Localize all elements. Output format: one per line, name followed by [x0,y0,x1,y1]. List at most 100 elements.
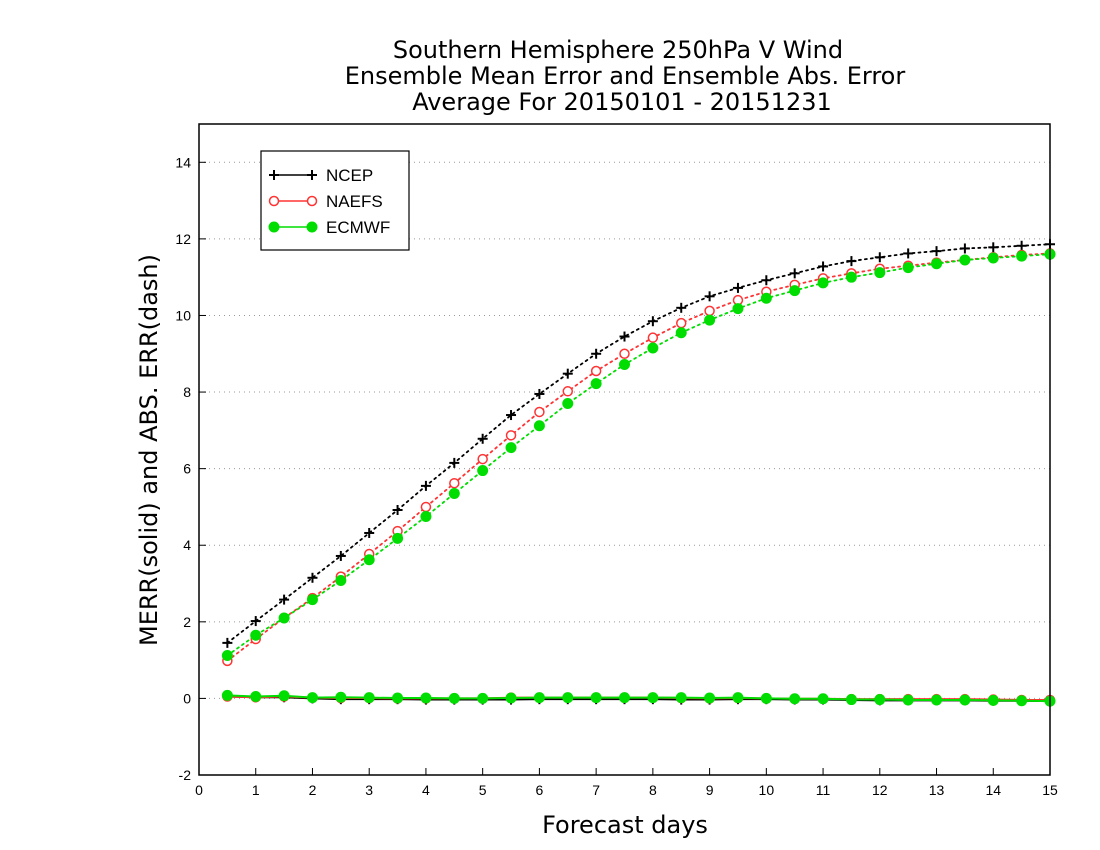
series-ecmwf-abs-err-line [226,253,1051,657]
series-ecmwf-mean-err-point [675,692,687,704]
legend-item-ecmwf: ECMWF [268,218,390,237]
y-tick-label: 8 [183,384,191,400]
series-naefs-abs-err-point [534,406,545,418]
series-ecmwf-abs-err-point [562,398,574,410]
legend-label: NAEFS [326,192,383,211]
series-ncep-abs-err-point [364,527,375,538]
series-ecmwf-abs-err-point [987,252,999,264]
series-ecmwf-mean-err-point [505,692,517,704]
series-ecmwf-mean-err-point [221,689,233,701]
series-naefs-abs-err-point [420,501,432,513]
series-ecmwf-mean-err-point [931,694,943,706]
y-tick-label: 14 [175,154,191,170]
series-ecmwf-mean-err-point [533,692,545,704]
x-axis-label: Forecast days [542,811,708,839]
legend-label: ECMWF [326,218,390,237]
series-naefs-abs-err-point [477,453,488,465]
series-ncep-abs-err-point [988,242,999,253]
series-ecmwf-abs-err-point [817,277,829,289]
x-tick-label: 13 [929,782,945,798]
series-ecmwf-mean-err-point [562,692,574,704]
series-ecmwf-abs-err-point [533,420,545,432]
series-ecmwf-abs-err-point [902,262,914,274]
series-ncep-abs-err-point [506,410,517,421]
series-ncep-abs-err-point [846,256,857,267]
series-ncep-abs-err-line [226,243,1051,644]
series-ncep-abs-err-point [619,331,630,342]
x-tick-label: 0 [195,782,203,798]
series-ecmwf-mean-err-point [647,692,659,704]
series-naefs-abs-err-point [562,386,574,397]
series-ecmwf-mean-err-point [1016,695,1028,707]
legend-marker-end [307,170,317,180]
series-ncep-abs-err-point [250,616,261,627]
series-ecmwf-mean-err-point [732,692,744,704]
legend-item-naefs: NAEFS [268,192,383,211]
series-ecmwf-abs-err-point [306,594,318,606]
series-ncep-abs-err-point [704,291,715,302]
legend-marker-end [306,221,318,233]
chart-title-line-3: Average For 20150101 - 20151231 [412,88,832,116]
y-tick-label: 4 [183,537,191,553]
series-ecmwf-mean-err-point [817,693,829,705]
series-ecmwf-mean-err-point [845,694,857,706]
x-tick-label: 1 [252,782,260,798]
series-ecmwf-mean-err-point [704,692,716,704]
series-ecmwf-mean-err-point [760,692,772,704]
series-ecmwf-abs-err-point [448,488,460,500]
series-ecmwf-mean-err-point [250,690,262,702]
series-ecmwf-abs-err-point [250,629,262,641]
series-ecmwf-mean-err-point [902,694,914,706]
series-ecmwf-mean-err-point [987,694,999,706]
series-ecmwf-mean-err-point [278,690,290,702]
series-ecmwf-mean-err-point [590,692,602,704]
grid-lines [199,161,1050,776]
series-ncep [222,239,1055,707]
series-ncep-abs-err-point [477,433,488,444]
series-ecmwf-abs-err-point [931,258,943,270]
series-naefs-abs-err-line [226,252,1051,662]
series-ecmwf-abs-err-point [363,554,375,566]
series-ecmwf-mean-err-point [874,694,886,706]
y-tick-label: 12 [175,231,191,247]
series-naefs-abs-err-point [449,477,460,489]
x-tick-label: 4 [422,782,430,798]
x-tick-label: 6 [536,782,544,798]
series-naefs-abs-err-point [590,365,602,377]
x-tick-label: 7 [592,782,600,798]
series-ecmwf-abs-err-point [221,650,233,662]
series-ncep-abs-err-point [307,572,318,583]
series-ncep-abs-err-point [818,261,829,272]
series-ncep-abs-err-point [534,388,545,399]
series-ecmwf-abs-err-point [647,342,659,354]
legend: NCEP NAEFS ECMWF [260,150,410,251]
series-ncep-abs-err-point [562,368,573,379]
series-ncep-abs-err-point [959,243,970,254]
series-ecmwf-abs-err-point [789,285,801,297]
series-ncep-abs-err-point [732,282,743,293]
series-ecmwf-abs-err-point [477,465,489,477]
x-tick-label: 5 [479,782,487,798]
series-ncep-abs-err-point [449,457,460,468]
series-ncep-abs-err-point [392,505,403,516]
series-ecmwf-mean-err-point [789,693,801,705]
series-ecmwf-abs-err-point [590,378,602,390]
series-ecmwf-mean-err-point [448,692,460,704]
series-ecmwf-mean-err-point [335,691,347,703]
y-tick-label: 10 [175,307,191,323]
series-ecmwf-mean-err-point [477,692,489,704]
series-ncep-abs-err-point [676,302,687,313]
legend-marker-start [268,195,280,207]
series-ecmwf-mean-err-point [420,692,432,704]
series-ecmwf [221,248,1056,707]
series-ncep-abs-err-point [1016,240,1027,251]
legend-item-ncep: NCEP [269,166,373,185]
series-naefs-abs-err-point [675,317,687,329]
series-ecmwf-abs-err-point [845,271,857,283]
series-ecmwf-abs-err-point [959,254,971,266]
series-ecmwf-mean-err-point [306,692,318,704]
y-tick-label: 6 [183,461,191,477]
x-tick-label: 3 [365,782,373,798]
series-ncep-abs-err-point [931,246,942,257]
series-ecmwf-abs-err-point [420,511,432,523]
